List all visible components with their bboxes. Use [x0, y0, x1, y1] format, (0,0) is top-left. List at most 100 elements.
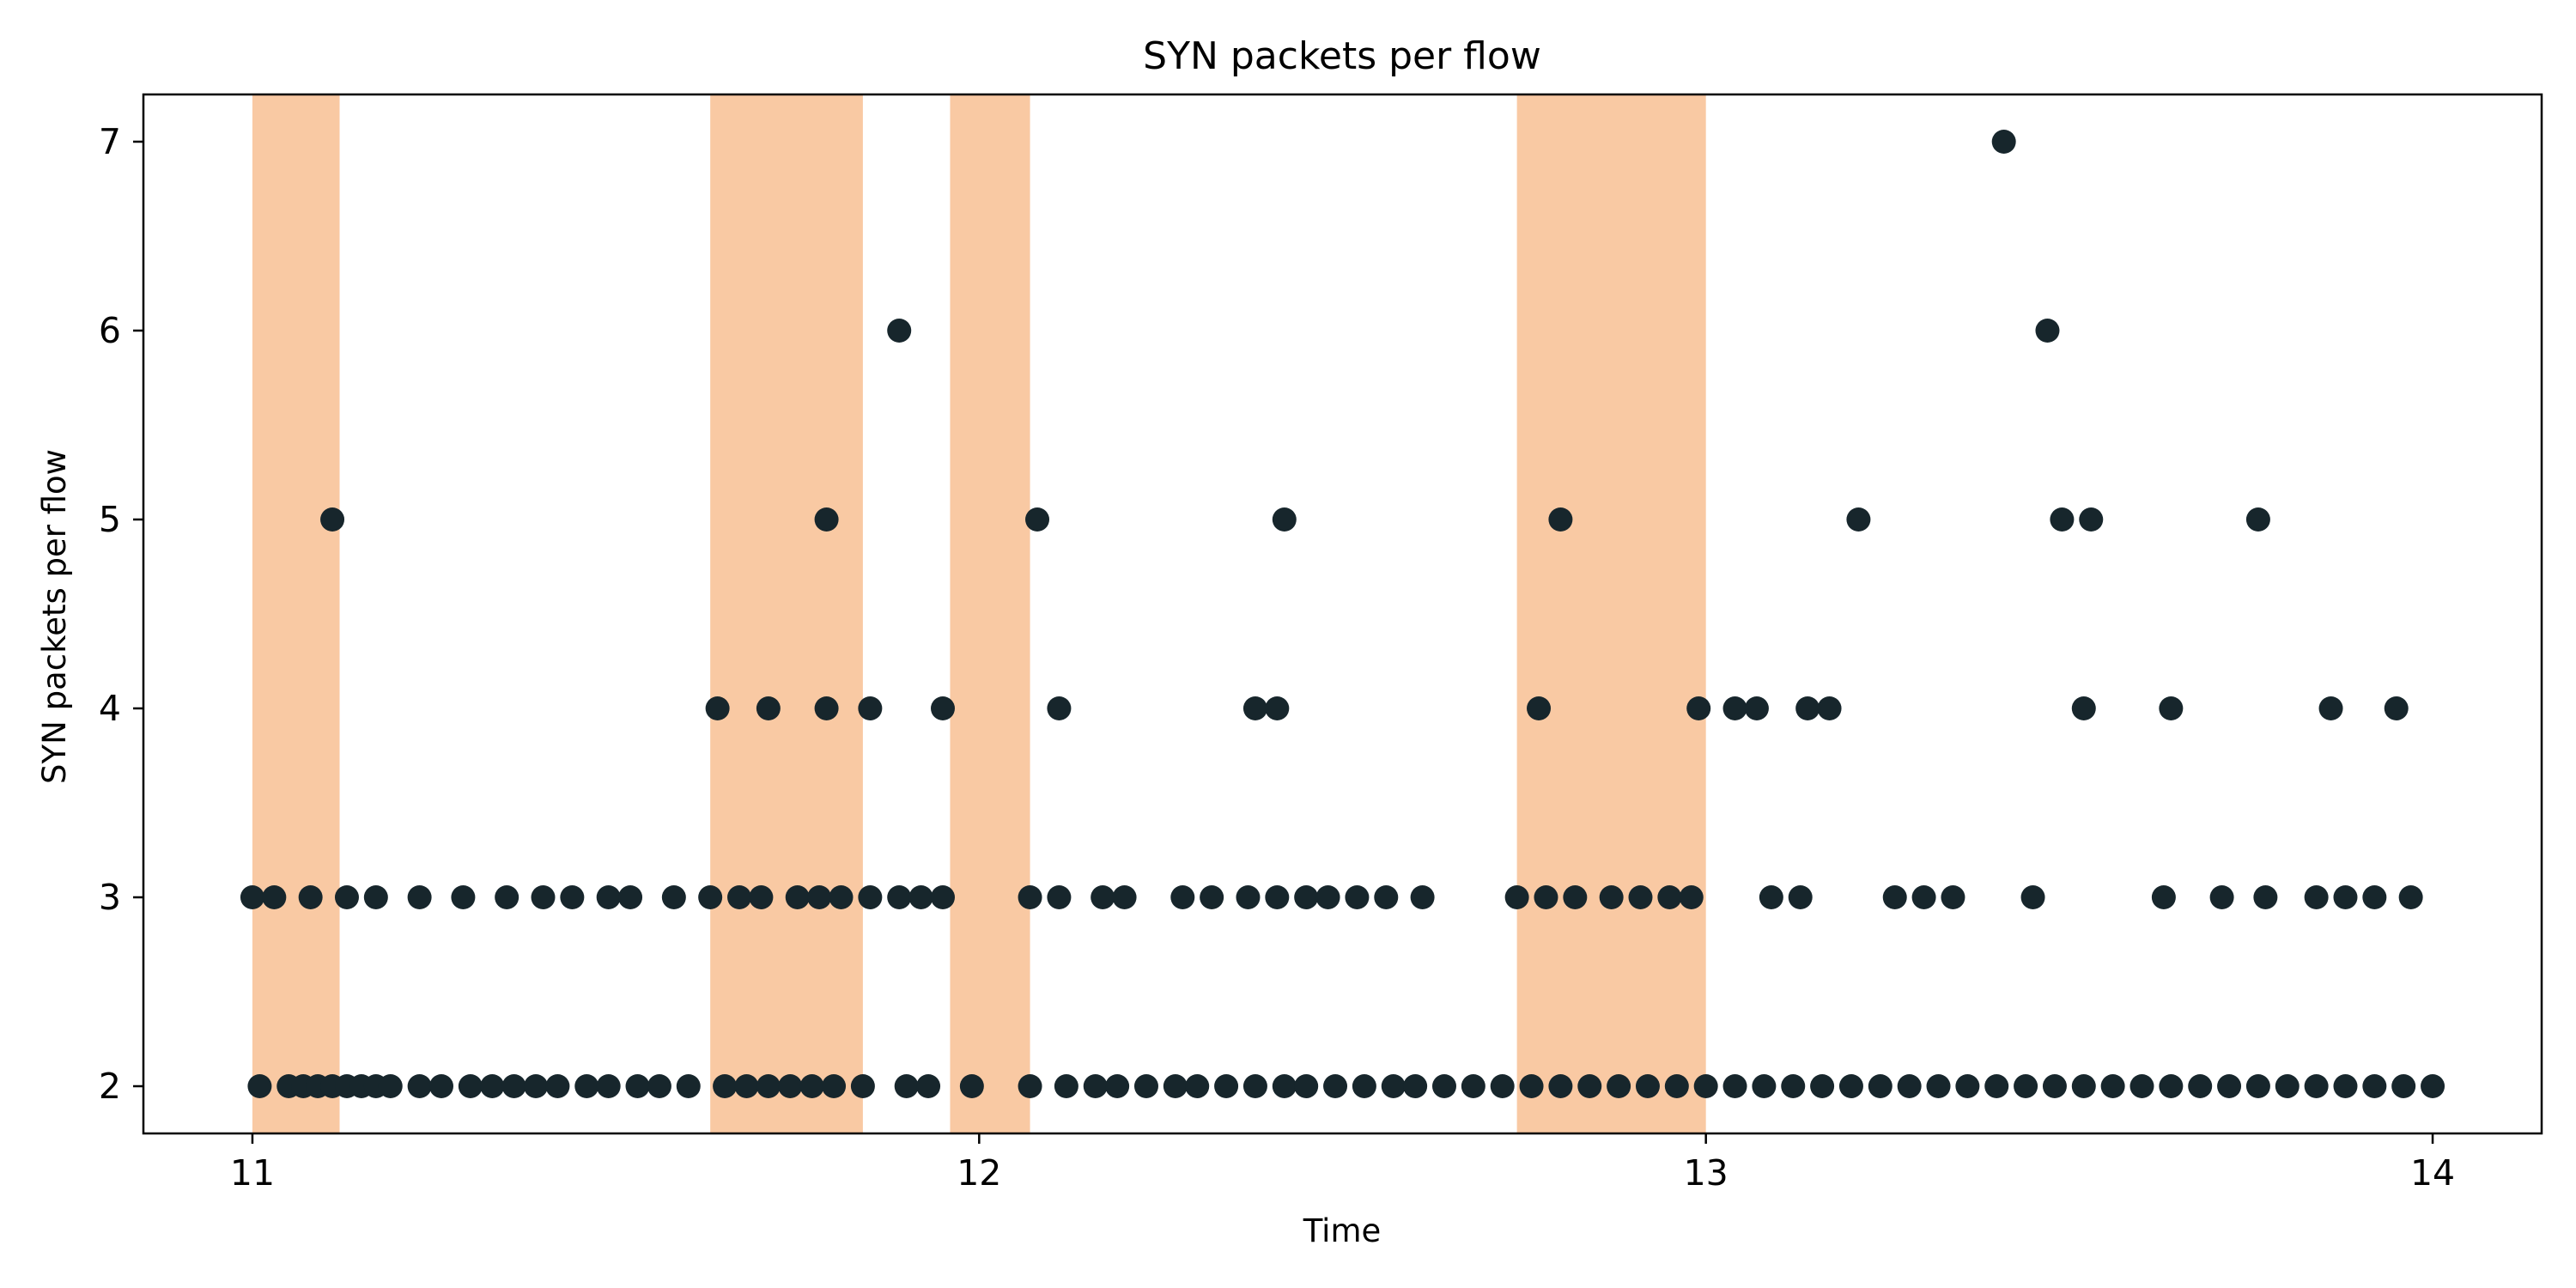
data-point: [2245, 1074, 2270, 1098]
plot-frame: [142, 93, 2543, 1135]
data-point: [240, 885, 264, 909]
y-axis-label: SYN packets per flow: [36, 449, 73, 784]
data-point: [713, 1074, 738, 1098]
data-point: [1242, 696, 1267, 720]
data-point: [2050, 507, 2075, 532]
data-point: [320, 507, 345, 532]
data-point: [1795, 696, 1820, 720]
data-point: [618, 885, 643, 909]
data-point: [2245, 507, 2270, 532]
data-point: [1083, 1074, 1108, 1098]
x-axis-ticks: 11 12 13 14: [230, 1133, 2455, 1194]
data-point: [1323, 1074, 1348, 1098]
data-point: [1628, 885, 1653, 909]
data-point: [1838, 1074, 1863, 1098]
data-point: [727, 885, 752, 909]
data-point: [1744, 696, 1769, 720]
data-point: [1599, 885, 1624, 909]
data-point: [756, 696, 781, 720]
data-point: [785, 885, 810, 909]
data-point: [429, 1074, 454, 1098]
data-point: [1788, 885, 1813, 909]
data-point: [1926, 1074, 1951, 1098]
data-point: [1607, 1074, 1631, 1098]
data-point: [2304, 885, 2329, 909]
data-point: [1105, 1074, 1130, 1098]
data-point: [1163, 1074, 1188, 1098]
data-point: [1722, 696, 1747, 720]
data-point: [1403, 1074, 1428, 1098]
data-point: [2333, 1074, 2358, 1098]
data-point: [887, 319, 912, 343]
data-point: [407, 885, 432, 909]
data-point: [2151, 885, 2176, 909]
data-point: [1781, 1074, 1806, 1098]
data-point: [814, 507, 839, 532]
y-axis-ticks: 2 3 4 5 6 7: [99, 121, 143, 1107]
data-point: [734, 1074, 759, 1098]
data-point: [2035, 319, 2060, 343]
data-point: [1294, 1074, 1319, 1098]
data-point: [1047, 696, 1072, 720]
data-point: [524, 1074, 549, 1098]
x-axis-label: Time: [1303, 1212, 1382, 1249]
data-point: [2079, 507, 2104, 532]
data-point: [822, 1074, 847, 1098]
data-point: [2071, 696, 2096, 720]
data-point: [625, 1074, 650, 1098]
y-tick-label: 5: [99, 499, 121, 540]
data-point: [2421, 1074, 2445, 1098]
y-tick-label: 3: [99, 877, 121, 918]
data-point: [262, 885, 287, 909]
data-point: [1635, 1074, 1660, 1098]
data-point: [1431, 1074, 1456, 1098]
data-point: [1504, 885, 1529, 909]
data-point: [1272, 507, 1297, 532]
data-point: [2362, 1074, 2387, 1098]
data-point: [451, 885, 476, 909]
data-point: [2304, 1074, 2329, 1098]
data-point: [908, 885, 933, 909]
data-point: [1133, 1074, 1158, 1098]
data-point: [1272, 1074, 1297, 1098]
data-point: [829, 885, 854, 909]
data-point: [363, 885, 388, 909]
data-point: [501, 1074, 526, 1098]
data-point: [334, 885, 359, 909]
data-point: [458, 1074, 483, 1098]
data-point: [2398, 885, 2423, 909]
data-point: [778, 1074, 803, 1098]
data-point: [1759, 885, 1783, 909]
y-tick-label: 7: [99, 121, 121, 162]
data-point: [1214, 1074, 1239, 1098]
data-point: [807, 885, 832, 909]
data-point: [2362, 885, 2387, 909]
data-point: [1941, 885, 1965, 909]
data-point: [2209, 885, 2234, 909]
data-point: [1054, 1074, 1078, 1098]
data-point: [647, 1074, 671, 1098]
x-tick-label: 11: [230, 1152, 275, 1194]
data-point: [2042, 1074, 2067, 1098]
data-point: [1693, 1074, 1718, 1098]
data-point: [2014, 1074, 2038, 1098]
data-point: [894, 1074, 919, 1098]
data-point: [2100, 1074, 2125, 1098]
data-point: [545, 1074, 570, 1098]
data-point: [1664, 1074, 1689, 1098]
data-point: [378, 1074, 403, 1098]
data-point: [2188, 1074, 2213, 1098]
data-point: [2071, 1074, 2096, 1098]
data-point: [676, 1074, 701, 1098]
data-point: [1170, 885, 1195, 909]
data-point: [1882, 885, 1907, 909]
x-tick-label: 14: [2410, 1152, 2455, 1194]
data-point: [1381, 1074, 1406, 1098]
data-points: [240, 130, 2445, 1098]
data-point: [705, 696, 730, 720]
data-point: [1991, 130, 2016, 154]
data-point: [1817, 696, 1842, 720]
data-point: [1527, 696, 1552, 720]
data-point: [1018, 1074, 1042, 1098]
data-point: [1519, 1074, 1544, 1098]
